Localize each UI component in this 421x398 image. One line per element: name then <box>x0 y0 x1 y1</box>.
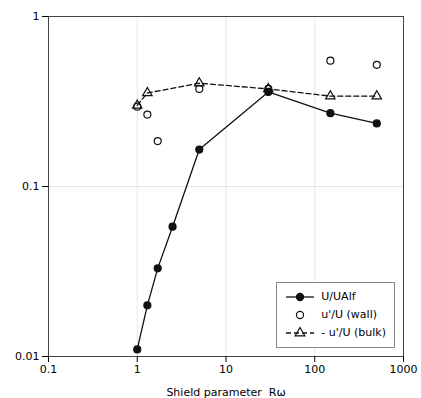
svg-text:Shield parameter Rω: Shield parameter Rω <box>166 386 285 398</box>
svg-text:1: 1 <box>134 363 141 376</box>
svg-text:10: 10 <box>219 363 233 376</box>
svg-text:0.1: 0.1 <box>40 363 58 376</box>
svg-text:1: 1 <box>33 10 40 23</box>
html-text:U/UAlf: U/UAlf <box>321 290 356 303</box>
html-text:- u'/U (bulk): - u'/U (bulk) <box>321 326 386 339</box>
svg-text:0.01: 0.01 <box>15 350 40 363</box>
svg-text:0.1: 0.1 <box>22 180 40 193</box>
svg-text:100: 100 <box>304 363 325 376</box>
html-text:u'/U (wall): u'/U (wall) <box>321 308 377 321</box>
svg-text:1000: 1000 <box>390 363 418 376</box>
